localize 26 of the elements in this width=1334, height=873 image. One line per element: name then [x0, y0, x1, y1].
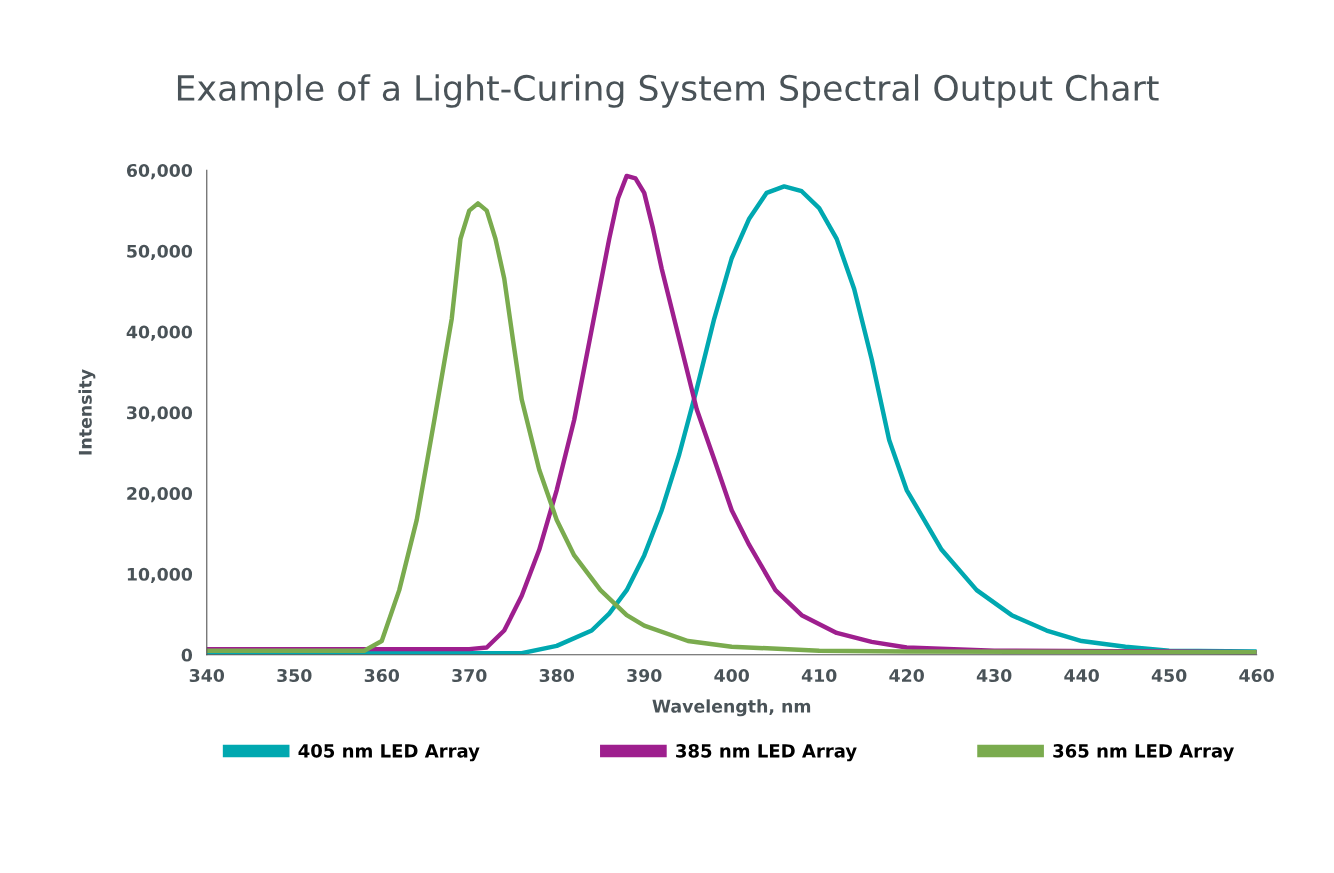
x-axis-title: Wavelength, nm [652, 699, 811, 717]
y-tick-label: 20,000 [127, 486, 193, 503]
x-tick-label: 360 [364, 668, 400, 683]
x-tick-label: 410 [801, 668, 837, 683]
y-tick-label: 50,000 [127, 244, 193, 261]
y-tick-label: 0 [181, 648, 193, 662]
x-tick-label: 340 [189, 668, 225, 683]
x-tick-label: 430 [976, 668, 1012, 683]
y-tick-label: 40,000 [126, 325, 193, 341]
legend-label: 365 nm LED Array [1053, 744, 1234, 762]
x-tick-label: 390 [627, 668, 662, 683]
x-tick-label: 370 [452, 668, 487, 683]
legend-label: 385 nm LED Array [676, 744, 857, 762]
y-axis-title: Intensity [78, 369, 96, 455]
y-tick-label: 30,000 [127, 406, 193, 422]
chart-title: Example of a Light-Curing System Spectral Output Chart [177, 74, 1159, 108]
x-tick-label: 460 [1239, 668, 1274, 683]
x-tick-label: 450 [1151, 668, 1187, 683]
x-tick-label: 440 [1064, 668, 1099, 683]
y-tick-label: 60,000 [126, 163, 193, 180]
x-tick-label: 400 [714, 668, 749, 683]
x-tick-label: 380 [539, 668, 575, 683]
y-tick-label: 10,000 [127, 567, 193, 584]
x-tick-label: 350 [277, 668, 312, 683]
legend-label: 405 nm LED Array [298, 744, 480, 762]
x-tick-label: 420 [889, 668, 924, 683]
